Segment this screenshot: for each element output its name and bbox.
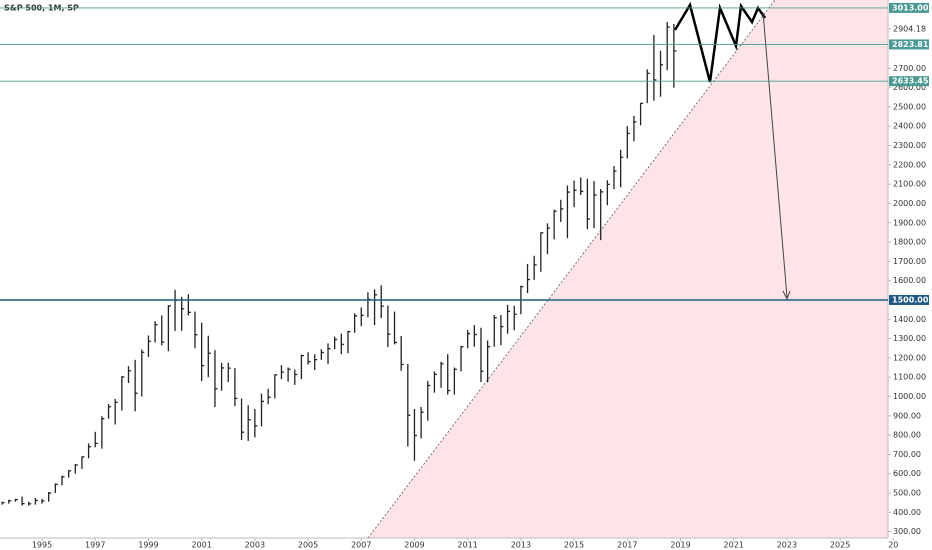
x-tick-label: 2011: [457, 541, 477, 550]
x-tick-label: 2021: [724, 541, 744, 550]
level-label: 2823.81: [892, 40, 929, 49]
y-tick-label: 2000.00: [893, 199, 926, 208]
y-tick-label: 1600.00: [893, 276, 926, 285]
y-tick-label: 300.00: [893, 527, 921, 536]
y-tick-label: 1000.00: [893, 392, 926, 401]
x-tick-label: 2017: [617, 541, 637, 550]
y-tick-label: 800.00: [893, 431, 921, 440]
x-tick-label: 2025: [830, 541, 850, 550]
x-tick-label: 2013: [511, 541, 531, 550]
y-tick-label: 1800.00: [893, 238, 926, 247]
y-tick-label: 900.00: [893, 411, 921, 420]
x-tick-label: 2005: [298, 541, 318, 550]
level-badge: [889, 2, 929, 13]
y-tick-label: 400.00: [893, 508, 921, 517]
y-tick-label: 1200.00: [893, 353, 926, 362]
shaded-zone: [368, 0, 888, 538]
y-tick-label: 1300.00: [893, 334, 926, 343]
y-tick-label: 2600.00: [893, 83, 926, 92]
x-tick-label: 2023: [777, 541, 797, 550]
trend-line: [367, 0, 776, 539]
x-tick-label: 2007: [351, 541, 371, 550]
y-tick-label: 2400.00: [893, 122, 926, 131]
y-tick-label: 2300.00: [893, 141, 926, 150]
level-label: 1500.00: [892, 295, 929, 304]
price-axis: [888, 0, 932, 550]
y-tick-label: 700.00: [893, 450, 921, 459]
y-tick-label: 1400.00: [893, 315, 926, 324]
x-tick-label: 2015: [564, 541, 584, 550]
arrow-head: [782, 290, 791, 301]
y-tick-label: 2904.18: [893, 24, 926, 33]
level-badge: [889, 294, 929, 305]
y-tick-label: 500.00: [893, 489, 921, 498]
y-tick-label: 1700.00: [893, 257, 926, 266]
x-tick-label: 1997: [85, 541, 105, 550]
x-tick-label: 2001: [191, 541, 211, 550]
projection-zigzag: [673, 1, 767, 83]
x-tick-label: 20: [888, 541, 898, 550]
y-tick-label: 2100.00: [893, 180, 926, 189]
y-tick-label: 2700.00: [893, 64, 926, 73]
y-tick-label: 600.00: [893, 469, 921, 478]
level-label: 3013.00: [892, 3, 929, 12]
x-tick-label: 1999: [138, 541, 158, 550]
y-tick-label: 1900.00: [893, 218, 926, 227]
x-tick-label: 2019: [670, 541, 690, 550]
y-tick-label: 2200.00: [893, 160, 926, 169]
plot-area: [1, 22, 677, 506]
y-tick-label: 1100.00: [893, 373, 926, 382]
x-tick-label: 2009: [404, 541, 424, 550]
level-badge: [889, 39, 929, 50]
projection-arrow: [762, 11, 788, 298]
y-tick-label: 2500.00: [893, 102, 926, 111]
x-tick-label: 2003: [245, 541, 265, 550]
level-label: 2633.45: [892, 77, 929, 86]
level-badge: [889, 76, 929, 87]
x-tick-label: 1995: [32, 541, 52, 550]
